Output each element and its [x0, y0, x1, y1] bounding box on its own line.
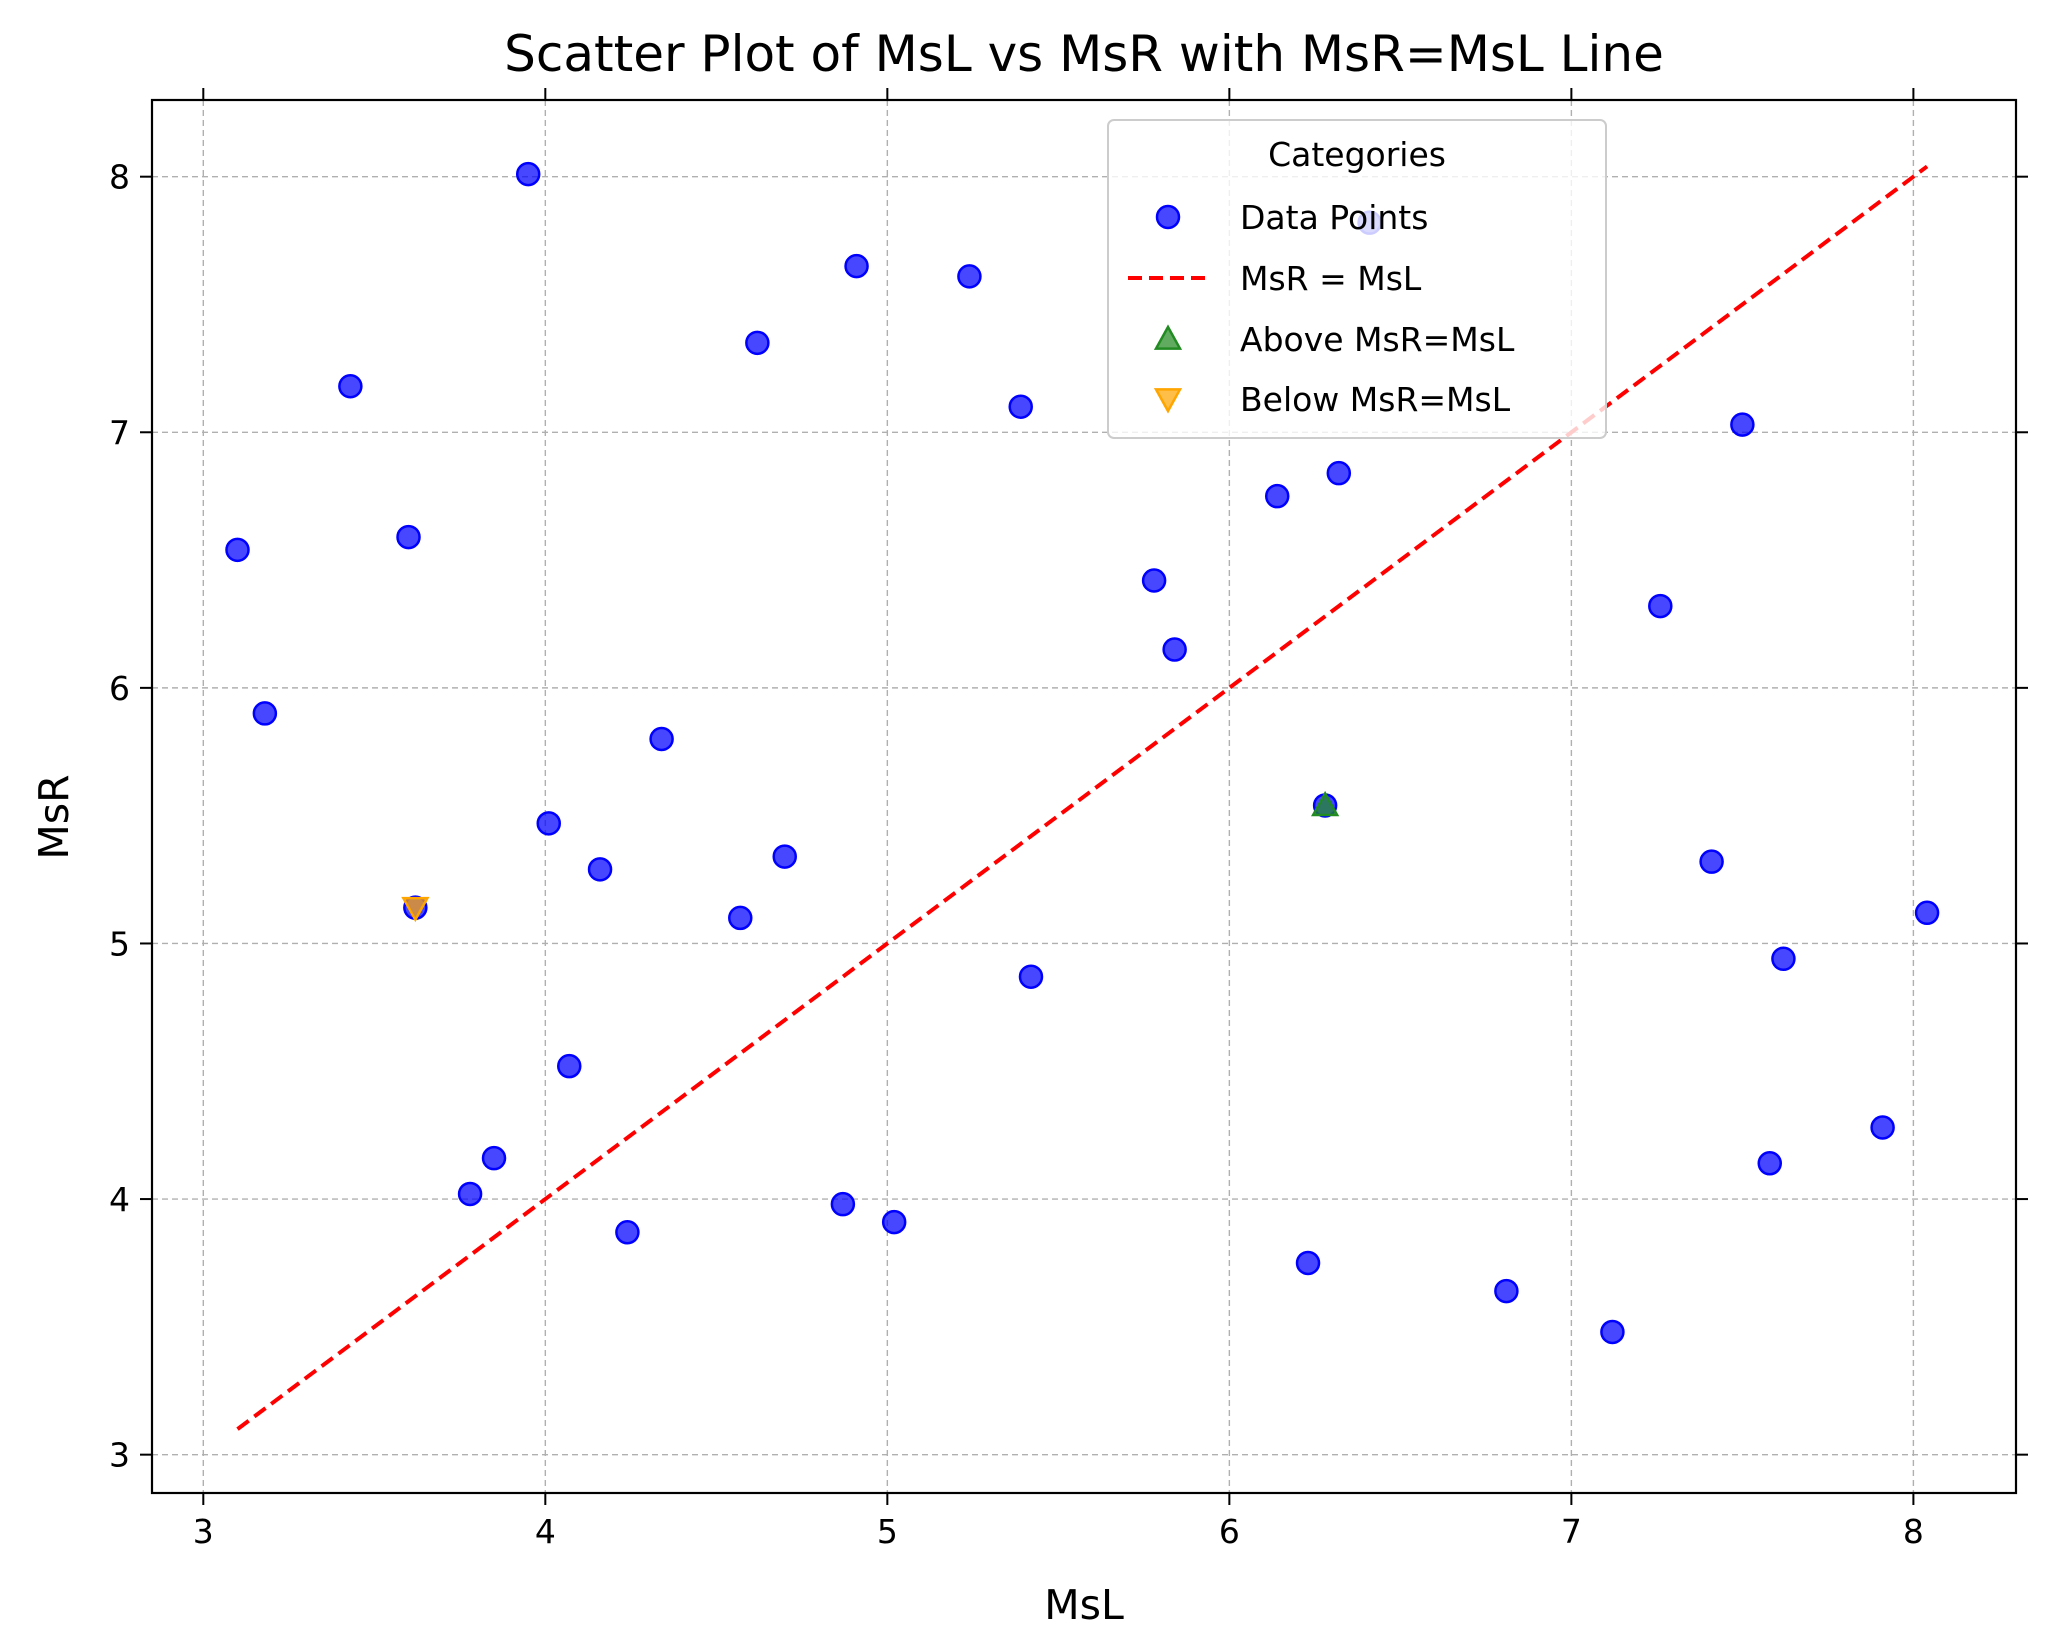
y-axis-label: MsR — [30, 774, 78, 859]
legend-swatch-circle — [1155, 204, 1181, 230]
data-point — [1757, 1151, 1782, 1176]
y-tick-label: 4 — [109, 1180, 130, 1219]
data-point — [772, 844, 797, 869]
data-point — [1730, 412, 1755, 437]
data-point — [1295, 1250, 1321, 1276]
x-tick-label: 6 — [1219, 1512, 1240, 1551]
x-tick-label: 3 — [193, 1512, 214, 1551]
legend-entry-label: MsR = MsL — [1240, 259, 1422, 298]
data-point — [481, 1145, 507, 1171]
legend-title: Categories — [1268, 135, 1446, 174]
chart-title: Scatter Plot of MsL vs MsR with MsR=MsL … — [504, 25, 1664, 83]
data-point — [1018, 964, 1044, 989]
data-point — [1264, 483, 1290, 509]
data-point — [396, 524, 421, 550]
data-point — [844, 253, 869, 279]
data-point — [1914, 900, 1940, 926]
axes-frame — [150, 98, 2018, 1495]
legend-swatch-triangle — [1153, 324, 1183, 350]
legend-entry-label: Above MsR=MsL — [1240, 320, 1515, 359]
data-point — [1494, 1278, 1519, 1304]
data-point — [1870, 1115, 1895, 1140]
msr-equals-msl-line — [236, 164, 1929, 1431]
legend-box — [1107, 119, 1607, 439]
x-tick-label: 5 — [877, 1512, 898, 1551]
data-point — [615, 1220, 640, 1245]
data-point — [536, 811, 561, 836]
legend-entry-label: Data Points — [1240, 198, 1428, 237]
data-point — [957, 264, 982, 289]
data-point — [1600, 1319, 1625, 1345]
legend: Categories Data Points MsR = MsL Above MsR=… — [1107, 119, 1607, 439]
data-point — [881, 1209, 907, 1235]
data-point — [1326, 460, 1352, 486]
legend-swatch-triangle — [1153, 388, 1183, 414]
x-tick-label: 4 — [535, 1512, 556, 1551]
data-point — [515, 161, 541, 187]
data-point — [1648, 593, 1673, 619]
data-point — [745, 330, 770, 356]
axis-ticks: 3 4 5 6 7 8 3 4 5 6 7 8 — [109, 88, 2028, 1551]
x-tick-label: 8 — [1903, 1512, 1924, 1551]
data-point — [338, 374, 363, 399]
below-marker — [401, 896, 430, 923]
legend-entry-label: Below MsR=MsL — [1240, 380, 1511, 419]
data-point — [728, 905, 753, 931]
y-tick-label: 3 — [109, 1436, 130, 1475]
data-point — [225, 537, 250, 563]
x-axis-label: MsL — [1044, 1581, 1124, 1629]
reference-line-layer — [236, 164, 1929, 1431]
data-point — [587, 857, 613, 882]
data-point — [1162, 637, 1187, 662]
data-point — [557, 1053, 582, 1079]
data-point — [457, 1181, 483, 1207]
data-point — [1771, 946, 1796, 972]
data-point — [1141, 568, 1167, 593]
data-point — [830, 1191, 856, 1217]
y-tick-label: 7 — [109, 413, 130, 452]
data-point — [252, 701, 278, 726]
x-tick-label: 7 — [1561, 1512, 1582, 1551]
y-tick-label: 8 — [109, 158, 130, 197]
data-point — [1699, 849, 1724, 874]
above-marker — [1310, 790, 1340, 817]
y-tick-label: 5 — [109, 924, 130, 963]
data-point — [1008, 394, 1033, 419]
data-point — [649, 726, 674, 752]
y-tick-label: 6 — [109, 669, 130, 708]
